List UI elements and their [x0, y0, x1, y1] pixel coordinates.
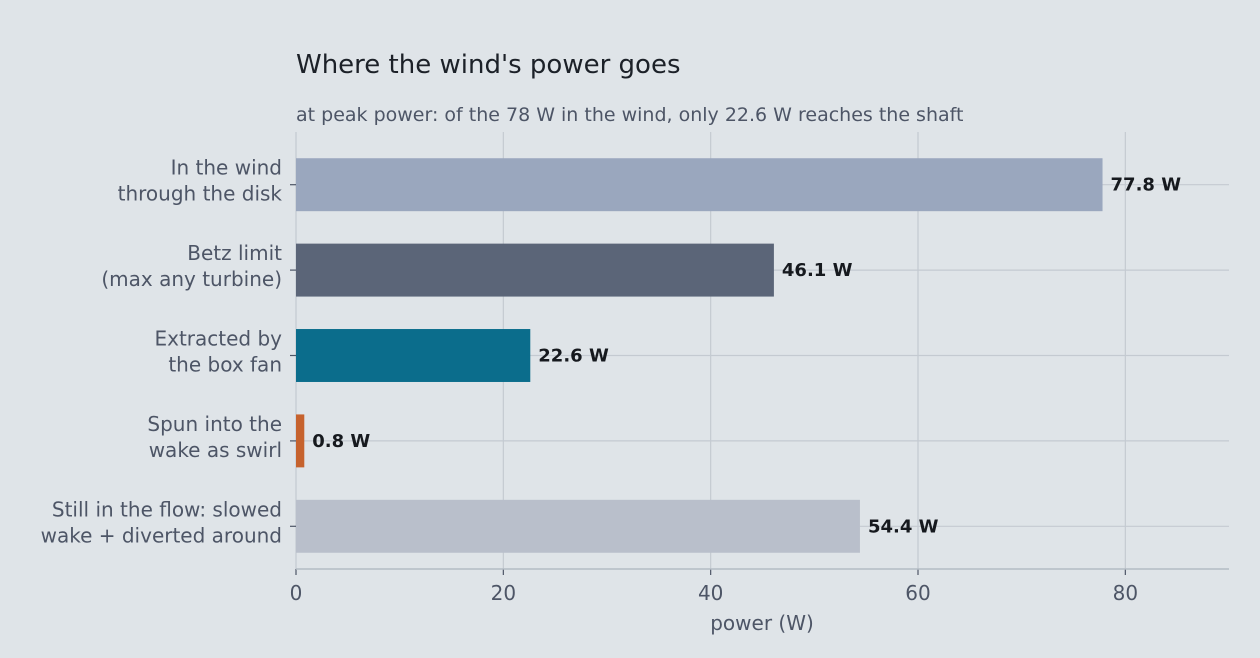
x-tick-label: 80	[1113, 581, 1138, 605]
bar-value-label: 46.1 W	[782, 260, 853, 281]
category-label: Still in the flow: slowed	[52, 497, 282, 521]
bar-value-label: 0.8 W	[312, 431, 370, 452]
bar-value-label: 77.8 W	[1111, 175, 1182, 196]
x-tick-label: 0	[290, 581, 303, 605]
bar	[296, 329, 531, 382]
category-label: through the disk	[118, 182, 283, 206]
bar	[296, 243, 774, 297]
category-label: Extracted by	[154, 327, 282, 351]
category-label: the box fan	[168, 353, 282, 377]
x-tick-label: 60	[905, 581, 930, 605]
bar-value-label: 54.4 W	[868, 516, 939, 537]
bar	[296, 158, 1103, 212]
category-label: wake as swirl	[149, 438, 282, 462]
bar	[296, 499, 860, 553]
chart-subtitle: at peak power: of the 78 W in the wind, …	[296, 104, 963, 126]
chart-title: Where the wind's power goes	[296, 50, 681, 80]
bar-value-label: 22.6 W	[538, 346, 609, 367]
x-tick-label: 40	[698, 581, 723, 605]
category-label: In the wind	[171, 156, 282, 180]
x-axis-label: power (W)	[710, 611, 814, 635]
category-label: wake + diverted around	[41, 523, 282, 547]
x-tick-label: 20	[491, 581, 516, 605]
category-label: (max any turbine)	[101, 267, 282, 291]
category-label: Spun into the	[147, 412, 282, 436]
bars	[296, 158, 1103, 553]
category-label: Betz limit	[187, 241, 282, 265]
bar	[296, 414, 305, 468]
